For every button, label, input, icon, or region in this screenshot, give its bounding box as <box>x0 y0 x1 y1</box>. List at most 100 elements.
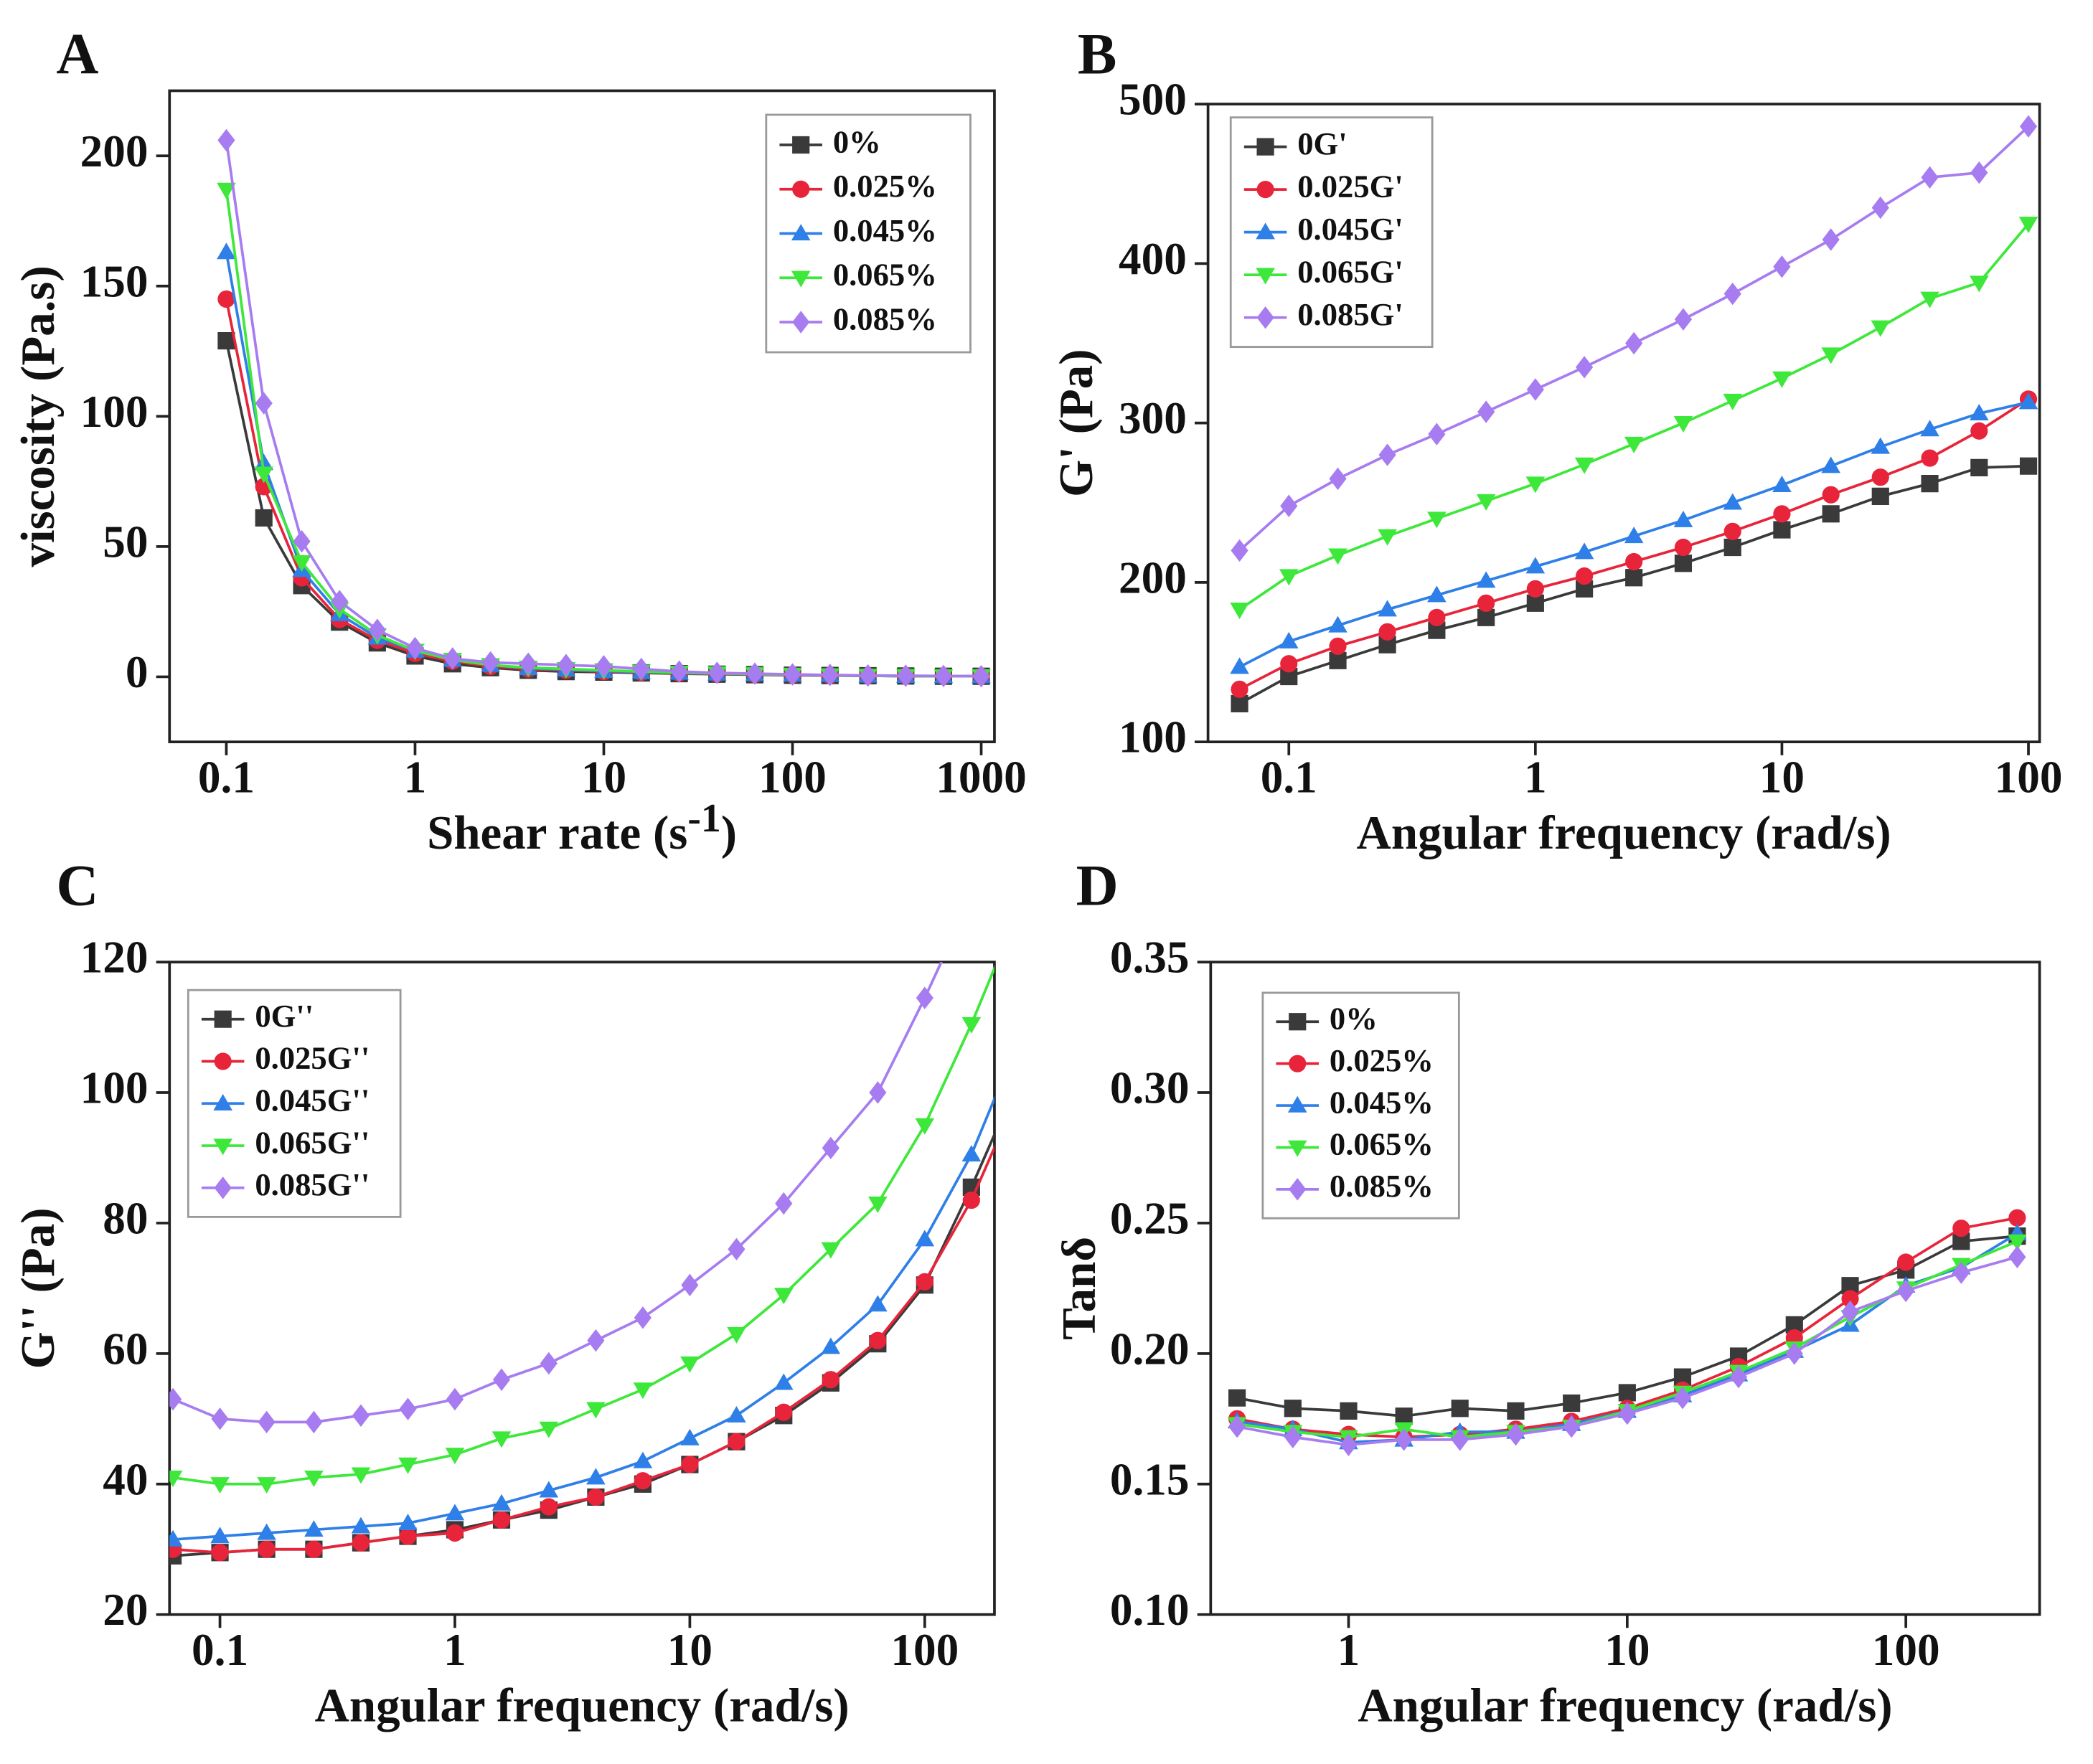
marker <box>728 1433 746 1451</box>
marker <box>586 1468 606 1485</box>
marker <box>1009 903 1028 920</box>
marker <box>2008 1245 2026 1268</box>
marker <box>1231 694 1248 712</box>
marker <box>1256 181 1274 199</box>
marker <box>1970 275 1989 293</box>
legend-label: 0.085G' <box>1297 296 1403 332</box>
y-tick-label: 100 <box>80 1063 149 1113</box>
x-axis-label-part: -1 <box>687 796 720 841</box>
marker <box>1284 1400 1302 1418</box>
marker <box>399 1527 417 1545</box>
marker <box>1822 486 1840 504</box>
marker <box>1378 529 1397 546</box>
marker <box>1378 443 1396 466</box>
marker <box>1841 1277 1859 1295</box>
marker <box>821 1242 841 1259</box>
marker <box>587 1329 605 1352</box>
marker <box>217 242 236 260</box>
x-tick-label: 100 <box>1995 753 2063 803</box>
marker <box>1841 1300 1859 1324</box>
y-tick-label: 0 <box>126 647 149 697</box>
marker <box>540 1352 558 1375</box>
marker <box>1723 282 1741 306</box>
panel: A 0 50 100 150 200 0.1 1 10 100 1000 Shear rate (s-… <box>11 21 1027 859</box>
x-tick-label: 1 <box>443 1625 466 1675</box>
marker <box>399 1397 417 1420</box>
marker <box>775 1403 793 1421</box>
marker <box>254 453 273 471</box>
marker <box>292 555 311 572</box>
marker <box>519 652 537 675</box>
marker <box>915 1118 935 1135</box>
plot-frame <box>168 961 996 1616</box>
marker <box>1280 655 1298 673</box>
marker <box>1970 404 1989 420</box>
data-area <box>1227 1209 2027 1456</box>
marker <box>1772 371 1792 388</box>
legend-label: 0.045% <box>833 212 937 248</box>
marker <box>2018 392 2038 410</box>
legend-label: 0.085G'' <box>255 1166 370 1202</box>
y-tick-label: 80 <box>103 1193 148 1243</box>
marker <box>351 1467 371 1484</box>
marker <box>1328 615 1347 633</box>
marker <box>1897 1253 1915 1271</box>
x-tick-label: 10 <box>1759 753 1805 803</box>
marker <box>1785 1316 1803 1334</box>
marker <box>217 182 236 199</box>
marker <box>1625 331 1643 355</box>
y-tick-label: 200 <box>80 126 149 176</box>
x-axis-label-part: Angular frequency (rad/s) <box>314 1679 849 1732</box>
y-tick-label: 100 <box>80 387 149 437</box>
x-axis-label-part: Angular frequency (rad/s) <box>1356 806 1891 859</box>
y-tick-label: 0.30 <box>1110 1063 1190 1113</box>
marker <box>1920 420 1939 437</box>
marker <box>304 1520 324 1537</box>
marker <box>1476 494 1496 511</box>
x-tick-label: 10 <box>667 1625 712 1675</box>
marker <box>728 1237 746 1261</box>
marker <box>398 1457 418 1474</box>
marker <box>1427 585 1447 603</box>
marker <box>1897 1279 1915 1303</box>
legend-label: 0% <box>833 123 881 159</box>
marker <box>2008 1234 2027 1251</box>
marker <box>1378 623 1396 641</box>
marker <box>1773 521 1791 539</box>
marker <box>398 1514 418 1531</box>
marker <box>1618 1384 1636 1402</box>
marker <box>2008 1209 2026 1227</box>
legend-label: 0.065G' <box>1297 253 1403 289</box>
marker <box>1256 222 1275 240</box>
marker <box>492 1511 511 1529</box>
x-tick-label: 10 <box>1604 1625 1650 1675</box>
marker <box>897 664 915 687</box>
marker <box>217 290 235 308</box>
marker <box>916 986 933 1009</box>
x-tick-label: 0.1 <box>1261 753 1317 803</box>
marker <box>681 1456 699 1473</box>
y-tick-label: 500 <box>1119 75 1187 125</box>
y-tick-label: 300 <box>1119 393 1187 443</box>
marker <box>792 136 810 154</box>
legend-label: 0.025G'' <box>255 1040 370 1076</box>
y-tick-label: 0.20 <box>1110 1324 1190 1374</box>
legend-label: 0.045G'' <box>255 1083 370 1118</box>
marker <box>773 1288 794 1305</box>
marker <box>1279 631 1299 648</box>
marker <box>595 655 613 678</box>
marker <box>2019 115 2038 138</box>
marker <box>670 660 688 683</box>
marker <box>791 270 811 288</box>
marker <box>961 1017 982 1034</box>
marker <box>1773 255 1791 278</box>
marker <box>1526 378 1544 401</box>
marker <box>1970 422 1988 440</box>
marker <box>962 1192 980 1209</box>
marker <box>540 1498 558 1516</box>
marker <box>1287 1140 1307 1157</box>
marker <box>1395 1428 1413 1451</box>
marker <box>1228 1389 1246 1407</box>
y-tick-label: 0.10 <box>1110 1585 1190 1635</box>
